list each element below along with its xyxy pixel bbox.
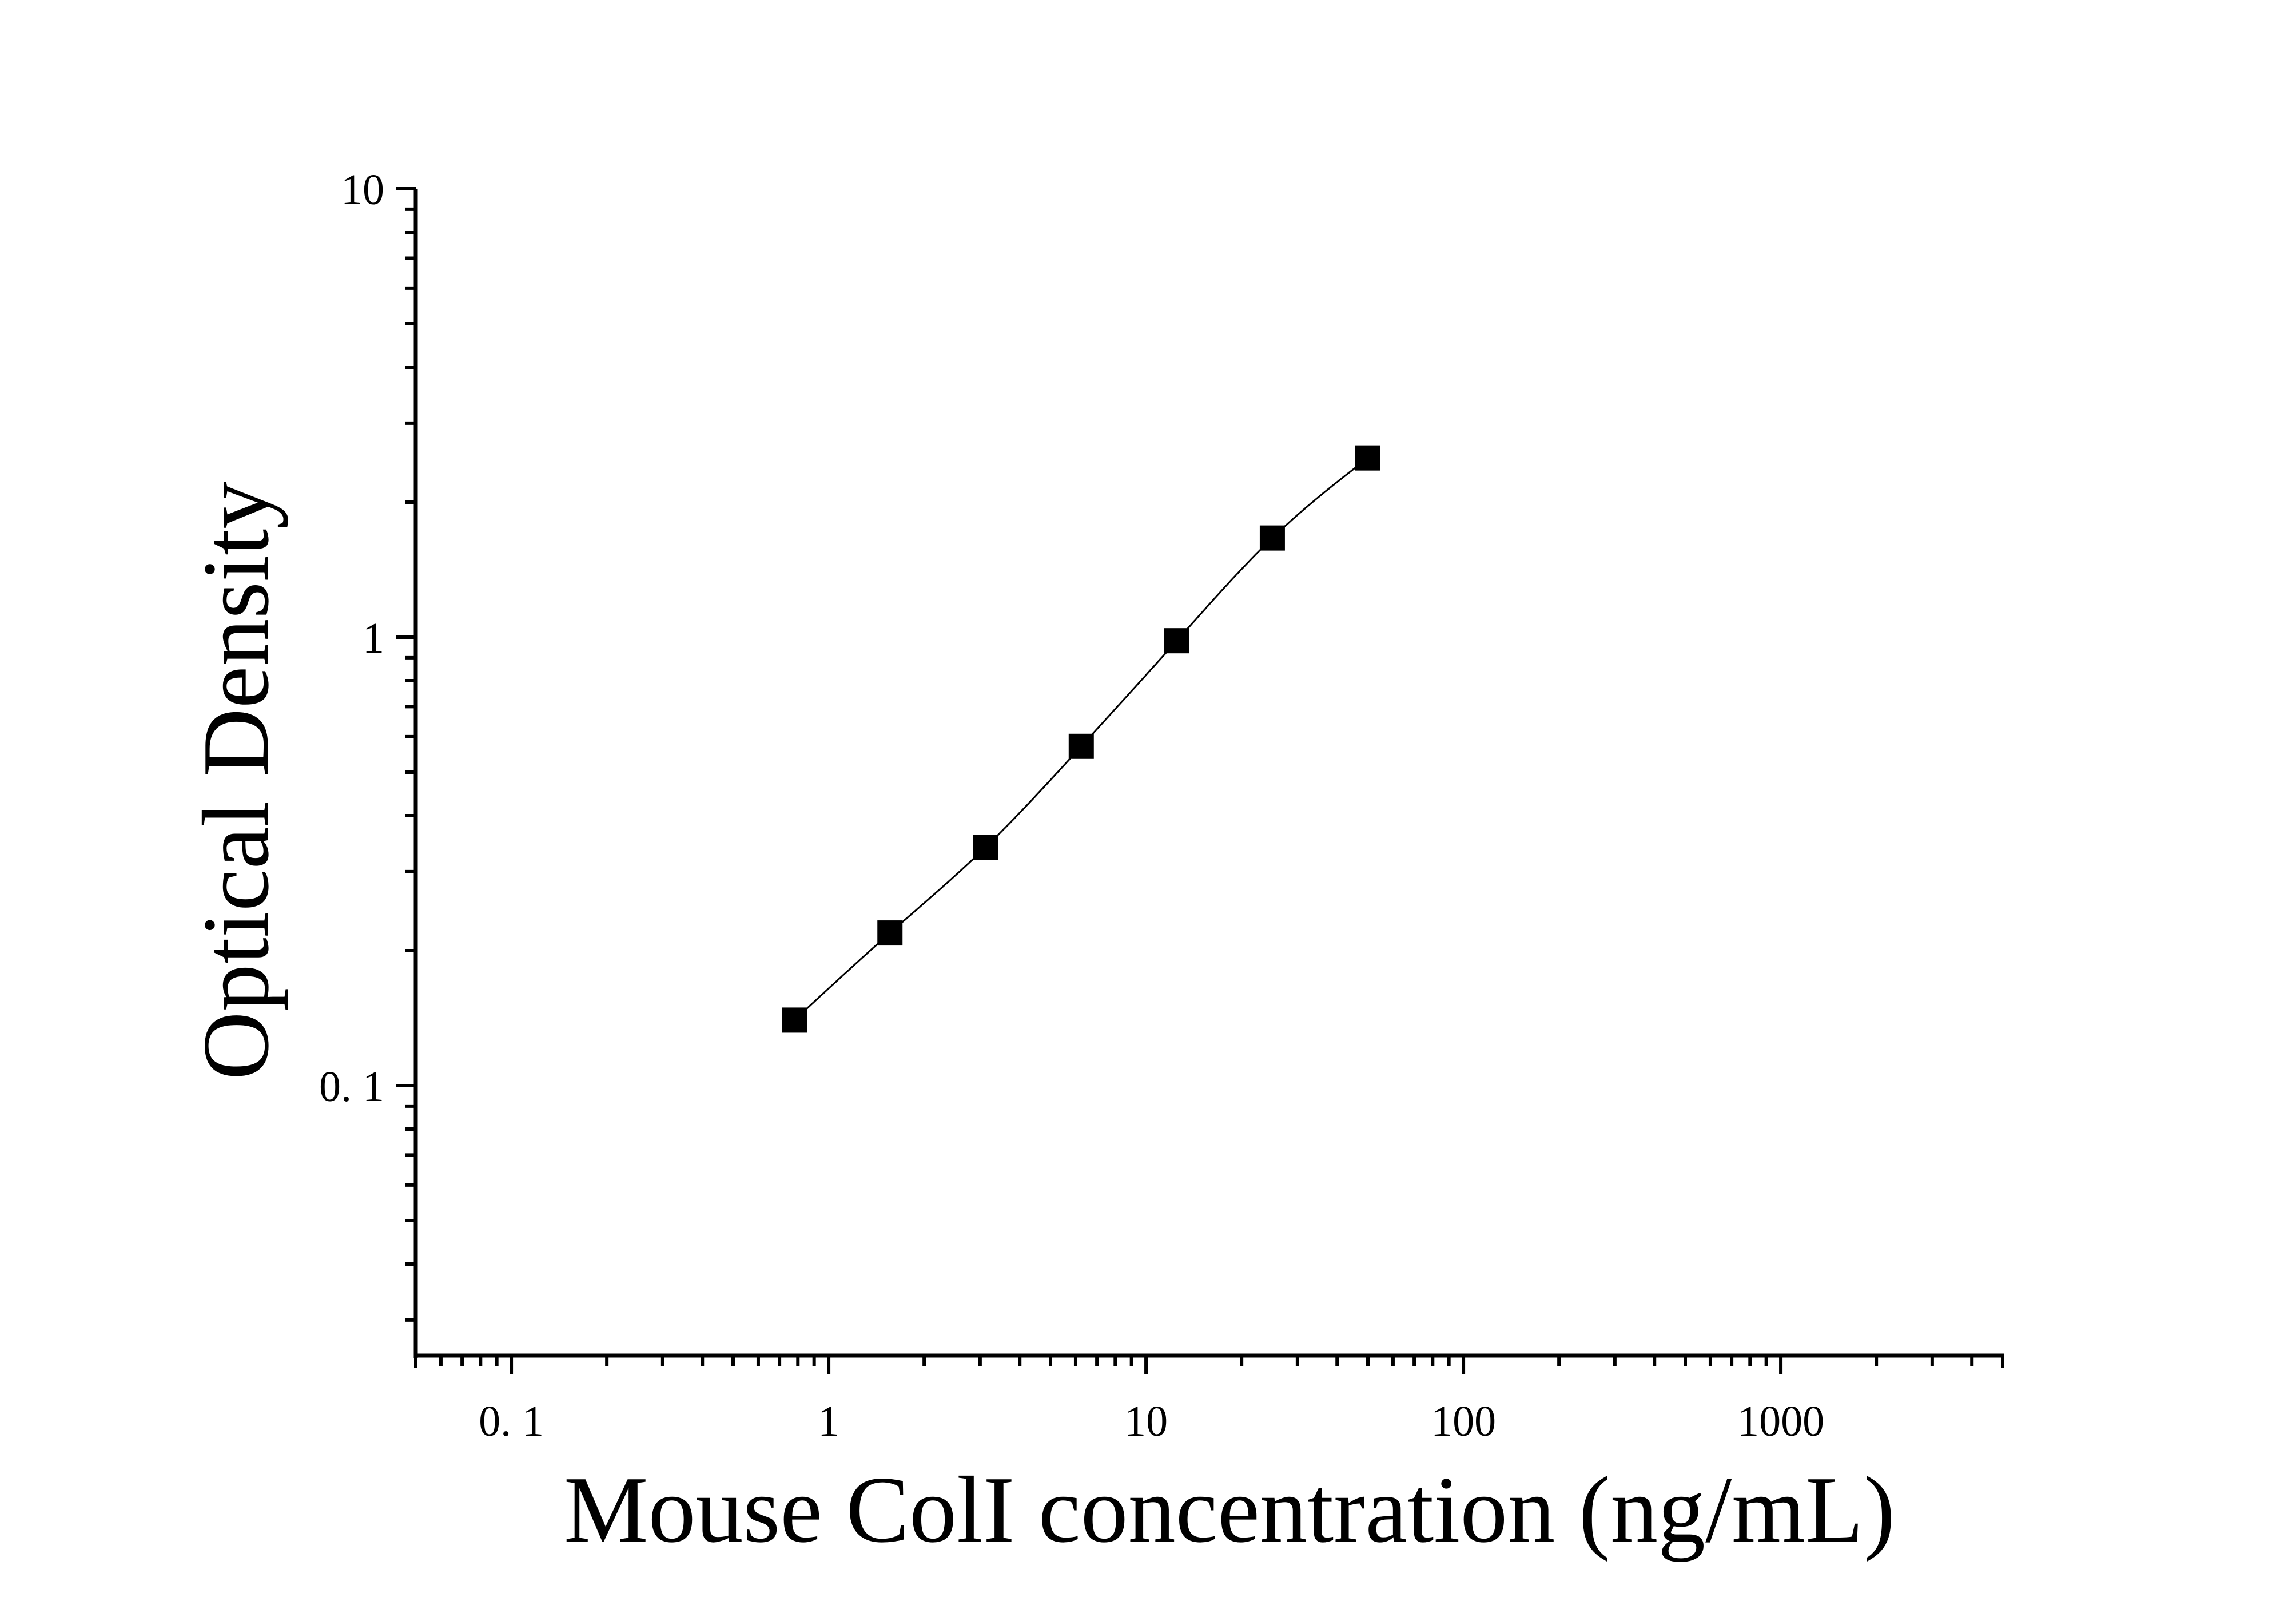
data-point-marker: [1164, 628, 1189, 654]
x-tick-label: 1: [818, 1397, 839, 1445]
y-tick-label: 10: [341, 166, 384, 214]
data-point-marker: [973, 835, 998, 860]
data-point-marker: [782, 1007, 807, 1033]
data-point-marker: [1068, 733, 1094, 759]
data-point-marker: [1355, 445, 1380, 471]
x-axis-tick-labels: 0. 1 1 10 100 1000: [479, 1397, 1824, 1445]
data-point-marker: [1259, 525, 1285, 551]
y-tick-label: 1: [363, 614, 384, 662]
data-point-marker: [877, 920, 903, 946]
x-tick-label: 0. 1: [479, 1397, 544, 1445]
data-points: [782, 445, 1380, 1033]
y-axis-ticks: [396, 187, 416, 1322]
x-tick-label: 10: [1124, 1397, 1168, 1445]
x-axis-ticks: [414, 1356, 2004, 1374]
y-tick-label: 0. 1: [319, 1063, 384, 1111]
x-tick-label: 100: [1431, 1397, 1496, 1445]
x-axis-title: Mouse ColI concentration (ng/mL): [564, 1457, 1895, 1562]
y-axis-title: Optical Density: [183, 482, 288, 1080]
axes: [413, 189, 2004, 1358]
x-tick-label: 1000: [1737, 1397, 1824, 1445]
y-axis-tick-labels: 0. 1 1 10: [319, 166, 384, 1111]
